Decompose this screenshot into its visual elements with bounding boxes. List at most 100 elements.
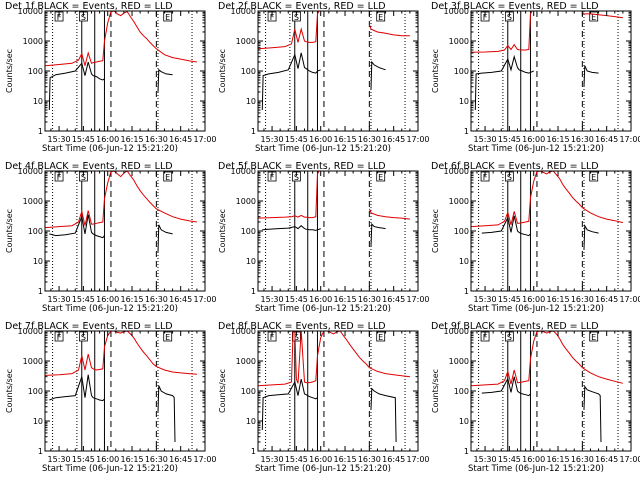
series-events xyxy=(474,54,534,111)
x-axis-label: Start Time (06-Jun-12 15:21:20) xyxy=(468,464,604,474)
series-events xyxy=(481,215,531,237)
ytick-label: 10000 xyxy=(231,327,256,336)
xtick-label: 17:00 xyxy=(406,295,429,304)
xtick-label: 16:45 xyxy=(169,135,192,144)
xtick-label: 15:30 xyxy=(48,295,71,304)
series-events xyxy=(370,60,386,90)
panel-title: Det 2f BLACK = Events, RED = LLD xyxy=(218,1,386,12)
ytick-label: 1 xyxy=(251,287,256,296)
interval-label: F xyxy=(57,13,62,22)
y-axis-label: Counts/sec xyxy=(5,209,14,253)
xtick-label: 16:00 xyxy=(309,455,332,464)
xtick-label: 16:15 xyxy=(120,295,143,304)
x-axis-label: Start Time (06-Jun-12 15:21:20) xyxy=(42,304,178,314)
interval-box xyxy=(376,331,386,342)
ytick-label: 1000 xyxy=(449,357,469,366)
ytick-label: 1000 xyxy=(449,37,469,46)
xtick-label: 15:30 xyxy=(261,455,284,464)
interval-box xyxy=(163,11,173,22)
ytick-label: 10 xyxy=(246,257,256,266)
interval-box xyxy=(589,171,599,182)
xtick-label: 16:00 xyxy=(522,295,545,304)
interval-box xyxy=(163,171,173,182)
xtick-label: 16:00 xyxy=(309,295,332,304)
series-lld xyxy=(258,11,326,50)
series-events xyxy=(261,378,318,431)
xtick-label: 15:45 xyxy=(498,135,521,144)
interval-label: E xyxy=(591,333,596,342)
ytick-label: 1000 xyxy=(236,37,256,46)
ytick-label: 1 xyxy=(38,447,43,456)
ytick-label: 10 xyxy=(33,417,43,426)
ytick-label: 10 xyxy=(246,417,256,426)
xtick-label: 16:15 xyxy=(546,455,569,464)
xtick-label: 17:00 xyxy=(619,295,640,304)
y-axis-label: Counts/sec xyxy=(5,369,14,413)
ytick-label: 1 xyxy=(38,127,43,136)
y-axis-label: Counts/sec xyxy=(431,369,440,413)
xtick-label: 16:30 xyxy=(145,135,168,144)
interval-label: E xyxy=(591,13,596,22)
panel-title: Det 7f BLACK = Events, RED = LLD xyxy=(5,321,173,332)
xtick-label: 16:45 xyxy=(169,455,192,464)
series-events xyxy=(157,68,173,93)
x-axis-label: Start Time (06-Jun-12 15:21:20) xyxy=(255,304,391,314)
x-axis-label: Start Time (06-Jun-12 15:21:20) xyxy=(468,144,604,154)
series-events xyxy=(583,385,602,443)
interval-box xyxy=(589,11,599,22)
xtick-label: 16:15 xyxy=(546,135,569,144)
ytick-label: 10000 xyxy=(231,7,256,16)
panel-title: Det 4f BLACK = Events, RED = LLD xyxy=(5,161,173,172)
xtick-label: 15:30 xyxy=(261,295,284,304)
xtick-label: 17:00 xyxy=(193,135,216,144)
xtick-label: 16:30 xyxy=(145,455,168,464)
xtick-label: 16:45 xyxy=(382,135,405,144)
xtick-label: 17:00 xyxy=(406,455,429,464)
series-events xyxy=(48,61,105,111)
series-events xyxy=(157,224,173,253)
interval-label: S xyxy=(294,333,299,342)
xtick-label: 16:15 xyxy=(333,295,356,304)
xtick-label: 15:30 xyxy=(48,135,71,144)
ytick-label: 100 xyxy=(454,227,469,236)
ytick-label: 100 xyxy=(28,227,43,236)
interval-label: S xyxy=(507,173,512,182)
interval-label: E xyxy=(378,13,383,22)
y-axis-label: Counts/sec xyxy=(218,49,227,93)
xtick-label: 16:15 xyxy=(120,135,143,144)
ytick-label: 10000 xyxy=(18,327,43,336)
series-events xyxy=(583,65,599,87)
series-events xyxy=(49,374,105,402)
y-axis-label: Counts/sec xyxy=(218,369,227,413)
series-events xyxy=(157,385,176,443)
interval-label: F xyxy=(57,173,62,182)
xtick-label: 16:15 xyxy=(333,135,356,144)
ytick-label: 10 xyxy=(459,257,469,266)
series-lld xyxy=(368,208,410,220)
x-axis-label: Start Time (06-Jun-12 15:21:20) xyxy=(468,304,604,314)
interval-label: F xyxy=(483,173,488,182)
series-lld xyxy=(45,11,197,67)
xtick-label: 16:45 xyxy=(169,295,192,304)
ytick-label: 10000 xyxy=(18,167,43,176)
ytick-label: 100 xyxy=(454,387,469,396)
panel-title: Det 9f BLACK = Events, RED = LLD xyxy=(431,321,599,332)
plot-frame xyxy=(44,170,206,292)
xtick-label: 16:15 xyxy=(546,295,569,304)
xtick-label: 16:45 xyxy=(595,295,618,304)
xtick-label: 17:00 xyxy=(406,135,429,144)
plot-frame xyxy=(257,170,419,292)
xtick-label: 17:00 xyxy=(619,135,640,144)
interval-label: S xyxy=(294,173,299,182)
xtick-label: 15:45 xyxy=(498,455,521,464)
y-axis-label: Counts/sec xyxy=(431,209,440,253)
interval-label: S xyxy=(81,173,86,182)
ytick-label: 1 xyxy=(464,287,469,296)
xtick-label: 15:30 xyxy=(474,455,497,464)
plot-frame xyxy=(257,330,419,452)
